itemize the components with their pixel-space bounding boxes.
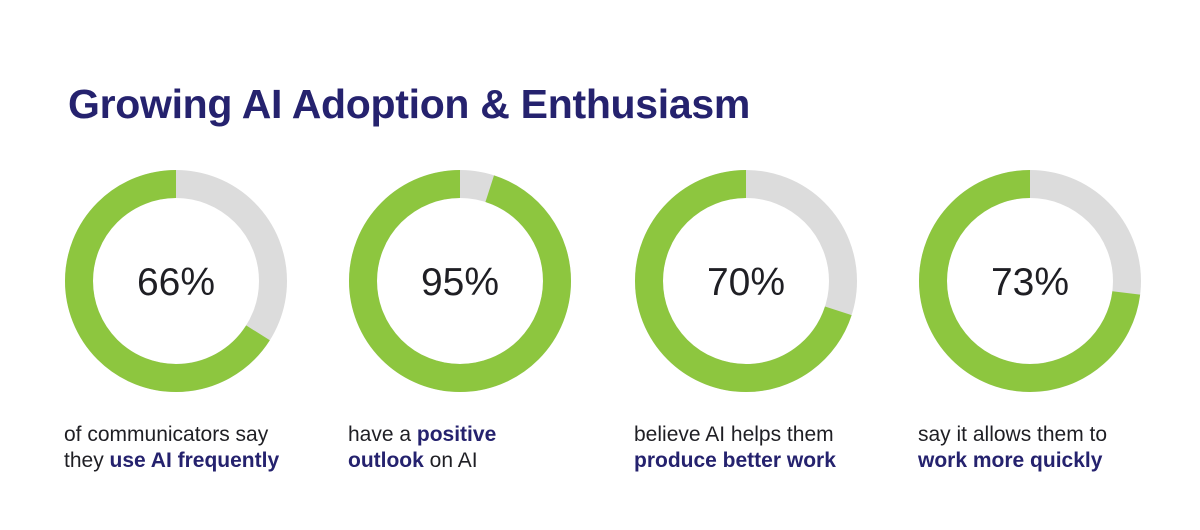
donut-arc bbox=[919, 170, 1141, 392]
stat-caption: have a positive outlook on AI bbox=[348, 422, 610, 474]
donut-chart: 73% bbox=[919, 170, 1141, 392]
caption-line: outlook on AI bbox=[348, 448, 610, 474]
caption-line: produce better work bbox=[634, 448, 896, 474]
stat-caption: of communicators say they use AI frequent… bbox=[64, 422, 326, 474]
caption-line: say it allows them to bbox=[918, 422, 1180, 448]
percent-label: 66% bbox=[137, 261, 215, 304]
caption-text: they bbox=[64, 449, 110, 472]
stat-card-4: 73% say it allows them to work more quick… bbox=[916, 170, 1176, 490]
stat-caption: believe AI helps them produce better work bbox=[634, 422, 896, 474]
percent-label: 70% bbox=[707, 261, 785, 304]
donut-chart: 70% bbox=[635, 170, 857, 392]
caption-line: they use AI frequently bbox=[64, 448, 326, 474]
caption-text: have a bbox=[348, 423, 417, 446]
donut-arc bbox=[635, 170, 857, 392]
donut-chart: 95% bbox=[349, 170, 571, 392]
caption-text: believe AI helps them bbox=[634, 423, 834, 446]
caption-highlight: work more quickly bbox=[918, 449, 1103, 472]
caption-highlight: outlook bbox=[348, 449, 424, 472]
stat-card-3: 70% believe AI helps them produce better … bbox=[632, 170, 892, 490]
caption-highlight: produce better work bbox=[634, 449, 836, 472]
caption-text: on AI bbox=[423, 449, 478, 472]
caption-highlight: positive bbox=[416, 423, 497, 446]
donut-arc bbox=[65, 170, 287, 392]
stat-caption: say it allows them to work more quickly bbox=[918, 422, 1180, 474]
caption-line: of communicators say bbox=[64, 422, 326, 448]
donut-chart: 66% bbox=[65, 170, 287, 392]
stat-card-2: 95% have a positive outlook on AI bbox=[346, 170, 606, 490]
percent-label: 95% bbox=[421, 261, 499, 304]
stat-card-1: 66% of communicators say they use AI freq… bbox=[62, 170, 322, 490]
caption-text: say it allows them to bbox=[918, 423, 1108, 446]
chart-title: Growing AI Adoption & Enthusiasm bbox=[68, 81, 751, 127]
caption-text: of communicators say bbox=[64, 423, 269, 446]
caption-line: work more quickly bbox=[918, 448, 1180, 474]
caption-line: believe AI helps them bbox=[634, 422, 896, 448]
caption-highlight: use AI frequently bbox=[109, 449, 280, 472]
percent-label: 73% bbox=[991, 261, 1069, 304]
caption-line: have a positive bbox=[348, 422, 610, 448]
donut-arc bbox=[349, 170, 571, 392]
